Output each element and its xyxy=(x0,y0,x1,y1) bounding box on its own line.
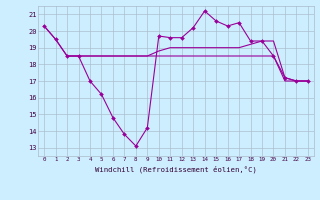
X-axis label: Windchill (Refroidissement éolien,°C): Windchill (Refroidissement éolien,°C) xyxy=(95,165,257,173)
